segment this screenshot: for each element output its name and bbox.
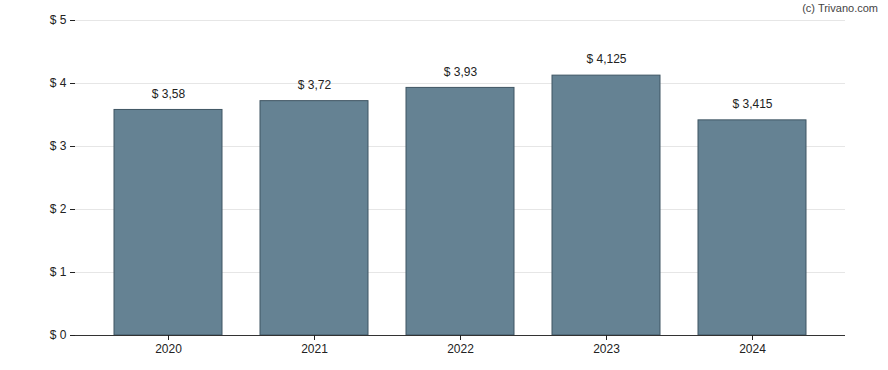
svg-text:2021: 2021 — [301, 342, 328, 356]
svg-text:$ 3: $ 3 — [50, 139, 67, 153]
svg-text:$ 0: $ 0 — [50, 328, 67, 342]
svg-text:$ 3,72: $ 3,72 — [298, 78, 332, 92]
svg-text:$ 4,125: $ 4,125 — [586, 52, 626, 66]
svg-text:$ 2: $ 2 — [50, 202, 67, 216]
html-text:(c) Trivano.com: (c) Trivano.com — [802, 2, 878, 14]
svg-text:$ 3,58: $ 3,58 — [152, 87, 186, 101]
svg-text:2023: 2023 — [593, 342, 620, 356]
svg-text:2022: 2022 — [447, 342, 474, 356]
svg-text:$ 5: $ 5 — [50, 13, 67, 27]
svg-text:2024: 2024 — [739, 342, 766, 356]
svg-text:$ 3,93: $ 3,93 — [444, 65, 478, 79]
svg-text:$ 4: $ 4 — [50, 76, 67, 90]
svg-text:$ 3,415: $ 3,415 — [732, 97, 772, 111]
svg-text:$ 1: $ 1 — [50, 265, 67, 279]
svg-text:2020: 2020 — [155, 342, 182, 356]
